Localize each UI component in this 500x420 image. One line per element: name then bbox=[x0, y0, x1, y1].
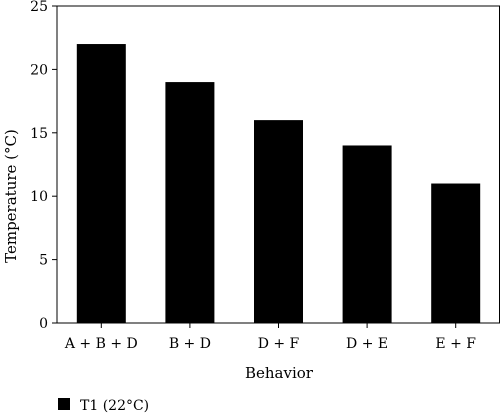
y-tick-label-4: 20 bbox=[30, 62, 48, 78]
x-tick-label-4: E + F bbox=[435, 336, 476, 352]
x-tick-label-1: B + D bbox=[169, 336, 211, 352]
legend-label: T1 (22°C) bbox=[80, 398, 149, 414]
y-tick-label-2: 10 bbox=[30, 189, 48, 205]
x-tick-label-2: D + F bbox=[258, 336, 300, 352]
y-tick-label-1: 5 bbox=[39, 253, 48, 269]
y-tick-label-5: 25 bbox=[30, 0, 48, 15]
bar-2 bbox=[254, 120, 303, 324]
x-tick-label-3: D + E bbox=[346, 336, 388, 352]
bar-1 bbox=[165, 82, 215, 323]
x-axis-label: Behavior bbox=[245, 364, 314, 382]
bar-3 bbox=[342, 145, 392, 323]
bar-0 bbox=[76, 44, 126, 323]
y-tick-label-3: 15 bbox=[30, 126, 48, 142]
legend-swatch bbox=[58, 398, 70, 410]
plot-area bbox=[76, 44, 481, 324]
bar-4 bbox=[431, 183, 481, 323]
x-tick-label-0: A + B + D bbox=[64, 336, 138, 352]
legend: T1 (22°C) bbox=[58, 398, 149, 414]
y-axis-label: Temperature (°C) bbox=[2, 129, 20, 263]
y-tick-label-0: 0 bbox=[39, 316, 48, 332]
